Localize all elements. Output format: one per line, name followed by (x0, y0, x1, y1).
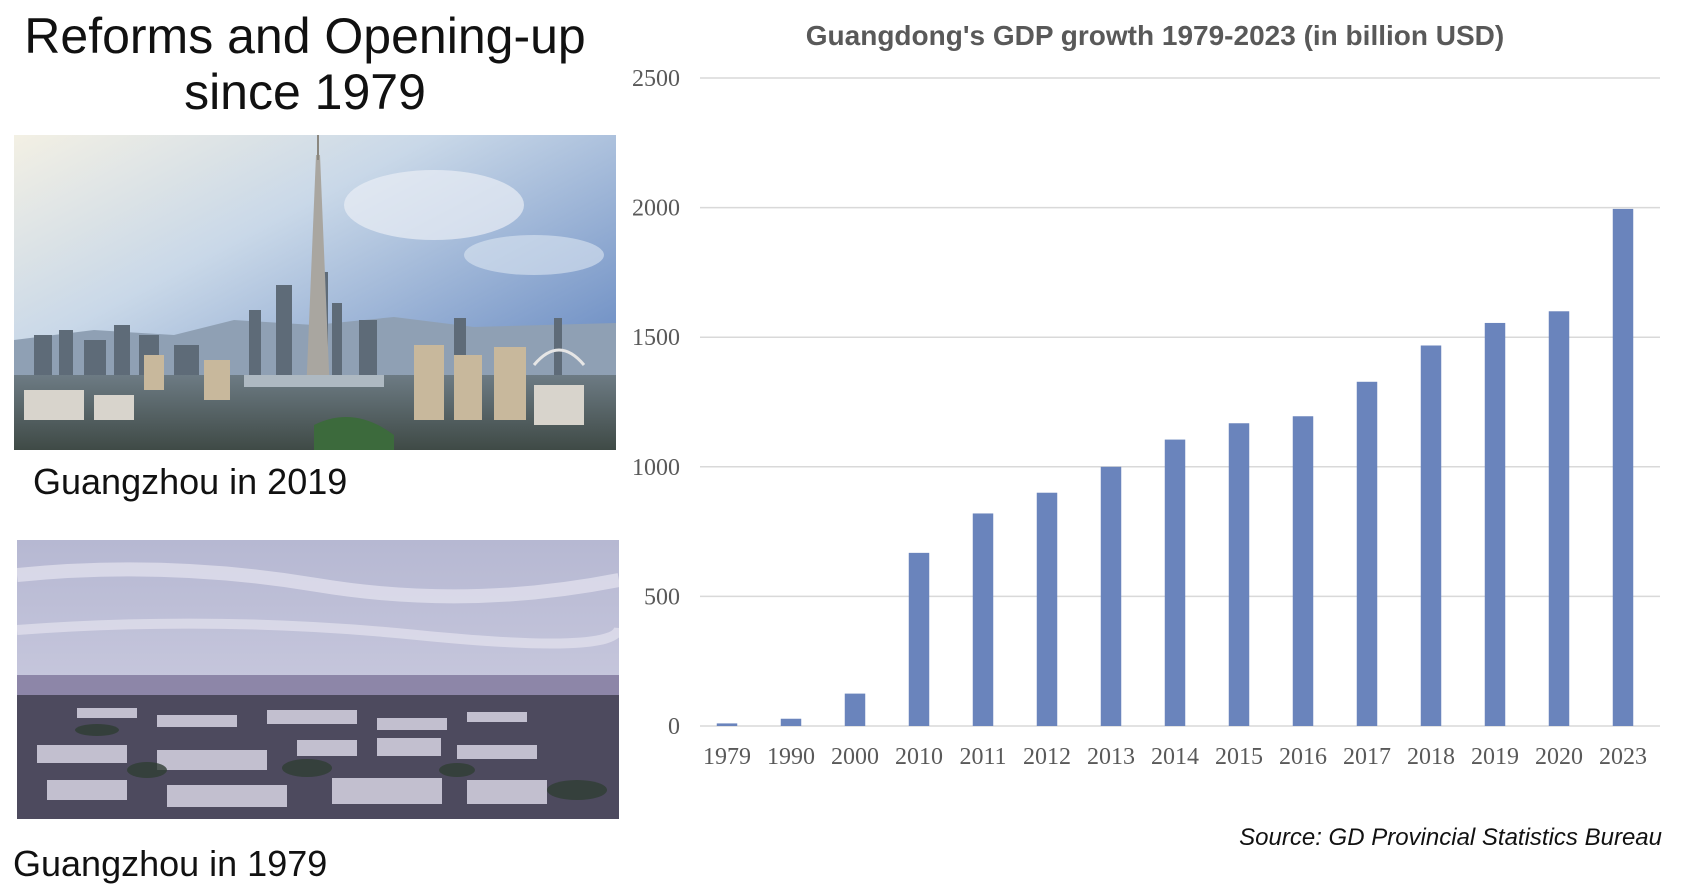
chart-title: Guangdong's GDP growth 1979-2023 (in bil… (805, 20, 1505, 51)
bar (1356, 381, 1378, 726)
bar (780, 718, 802, 726)
y-tick-label: 2000 (632, 196, 680, 222)
bar (972, 513, 994, 726)
y-tick-label: 1500 (632, 325, 680, 351)
x-tick-label: 2023 (1599, 744, 1647, 770)
source-note: Source: GD Provincial Statistics Bureau (1239, 824, 1662, 851)
x-tick-label: 2019 (1471, 744, 1519, 770)
x-tick-label: 1990 (767, 744, 815, 770)
x-tick-label: 2011 (959, 744, 1006, 770)
headline: Reforms and Opening-up since 1979 (10, 8, 600, 120)
y-tick-label: 0 (668, 714, 680, 740)
x-tick-label: 2016 (1279, 744, 1327, 770)
bar (1100, 466, 1122, 726)
x-tick-label: 2012 (1023, 744, 1071, 770)
x-tick-label: 2015 (1215, 744, 1263, 770)
bar (1228, 423, 1250, 726)
x-tick-label: 2018 (1407, 744, 1455, 770)
bar (1036, 492, 1058, 726)
x-tick-label: 2017 (1343, 744, 1391, 770)
x-tick-label: 2020 (1535, 744, 1583, 770)
x-tick-label: 2000 (831, 744, 879, 770)
y-tick-label: 1000 (632, 455, 680, 481)
y-tick-label: 500 (644, 584, 680, 610)
bar (1484, 322, 1506, 726)
x-tick-label: 2010 (895, 744, 943, 770)
headline-line-2: since 1979 (184, 64, 426, 120)
x-tick-label: 2013 (1087, 744, 1135, 770)
x-tick-label: 1979 (703, 744, 751, 770)
bar (1164, 439, 1186, 726)
bar (1292, 416, 1314, 726)
bar (908, 552, 930, 726)
bar (844, 693, 866, 726)
guangzhou-2019-photo (14, 135, 616, 450)
y-tick-label: 2500 (632, 66, 680, 92)
caption-1979: Guangzhou in 1979 (13, 843, 328, 884)
bar (716, 723, 738, 726)
gdp-bar-chart: 0 500 1000 1500 2000 2500 1979 1990 2000 2010 2011… (632, 66, 1660, 770)
headline-line-1: Reforms and Opening-up (24, 8, 586, 64)
x-tick-label: 2014 (1151, 744, 1199, 770)
bar (1548, 311, 1570, 726)
bar (1420, 345, 1442, 726)
bar (1612, 208, 1634, 726)
caption-2019: Guangzhou in 2019 (33, 461, 348, 502)
guangzhou-1979-photo (17, 540, 619, 819)
